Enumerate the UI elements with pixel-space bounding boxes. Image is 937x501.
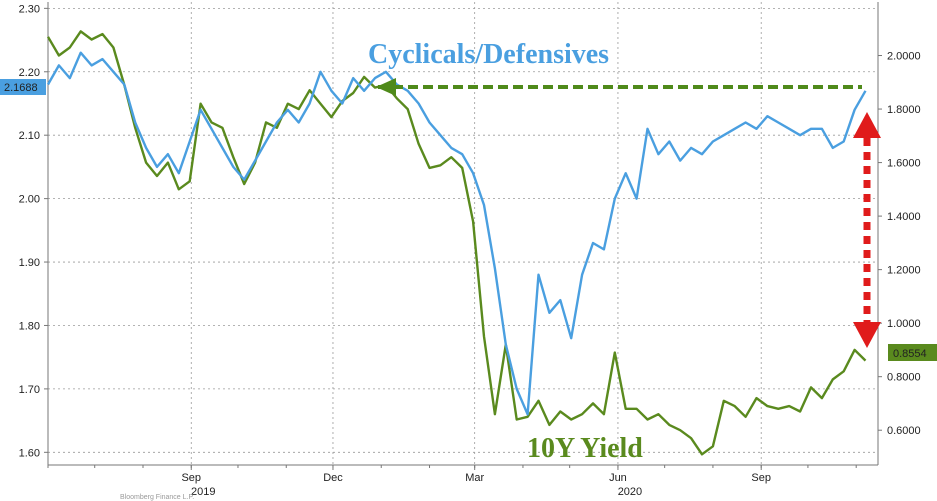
axes [47, 2, 879, 466]
y-left-tick-label: 1.70 [19, 384, 40, 396]
series-line-10y-yield [46, 30, 867, 456]
series-line-cyclicals-defensives [46, 51, 867, 416]
y-axis-right: 2.0000 1.8000 1.6000 1.4000 1.2000 1.0000 0.80… [878, 51, 921, 437]
y-left-tick-label: 1.90 [19, 257, 40, 269]
y-left-tick-label: 2.20 [19, 67, 40, 79]
y-left-tick-label: 1.60 [19, 447, 40, 459]
red-double-arrow [853, 112, 881, 348]
y-left-tick-label: 2.10 [19, 130, 40, 142]
y-right-tick-label: 1.4000 [887, 211, 921, 223]
right-last-value: 0.8554 [893, 348, 927, 360]
y-right-tick-label: 1.6000 [887, 158, 921, 170]
x-year-label: 2020 [618, 486, 642, 498]
x-tick-label: Sep [751, 472, 771, 484]
y-left-tick-label: 1.80 [19, 320, 40, 332]
footer-source: Bloomberg Finance L.P. [120, 494, 194, 501]
left-last-value: 2.1688 [4, 82, 38, 94]
y-right-tick-label: 1.2000 [887, 265, 921, 277]
x-tick-label: Sep [181, 472, 201, 484]
y-left-tick-label: 2.30 [19, 3, 40, 15]
annotation-10y-yield: 10Y Yield [527, 433, 643, 464]
dashed-arrow [376, 78, 862, 96]
grid-lines [48, 2, 878, 465]
plot-area [46, 30, 867, 456]
right-last-value-badge: 0.8554 [888, 344, 937, 361]
x-tick-label: Mar [465, 472, 484, 484]
x-year-label: 2019 [191, 486, 215, 498]
y-left-tick-label: 2.00 [19, 194, 40, 206]
x-tick-label: Jun [609, 472, 627, 484]
x-axis-ticks: Sep 2019 Dec Mar Jun 2020 Sep [47, 465, 857, 498]
y-axis-left: 2.30 2.20 2.10 2.00 1.90 1.80 1.70 1.60 [19, 3, 48, 459]
x-tick-label: Dec [323, 472, 343, 484]
left-last-value-badge: 2.1688 [0, 79, 46, 95]
y-right-tick-label: 1.8000 [887, 104, 921, 116]
annotation-cyclicals: Cyclicals/Defensives [368, 39, 609, 70]
y-right-tick-label: 0.6000 [887, 425, 921, 437]
y-right-tick-label: 2.0000 [887, 51, 921, 63]
y-right-tick-label: 1.0000 [887, 318, 921, 330]
y-right-tick-label: 0.8000 [887, 372, 921, 384]
